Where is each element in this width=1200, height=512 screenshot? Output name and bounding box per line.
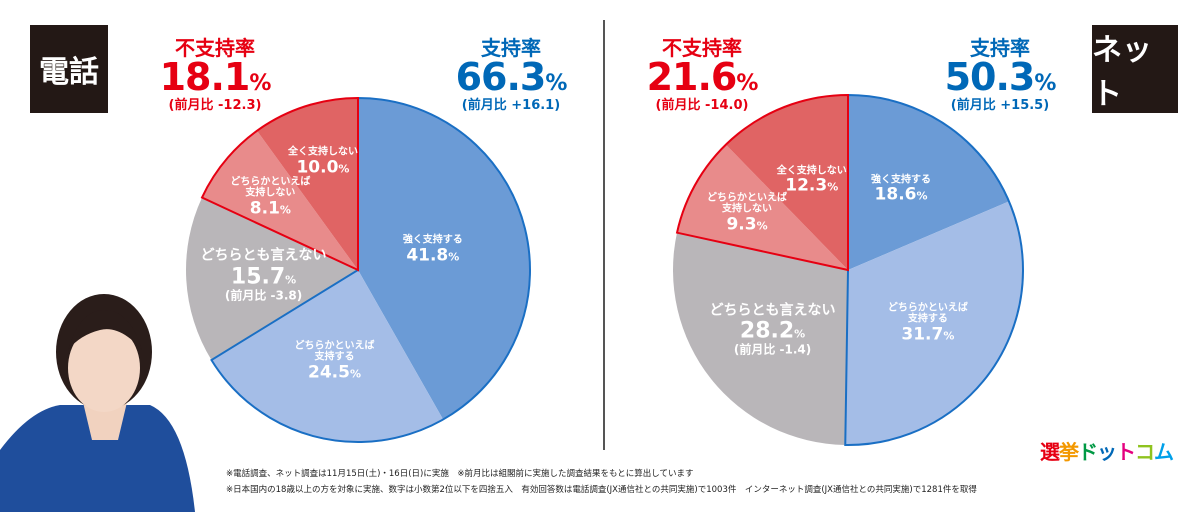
unit: % [1034, 71, 1056, 96]
nonsupport-outline [675, 93, 849, 272]
pie-slice [673, 232, 848, 445]
slice-label: どちらかといえば 支持しない 9.3% [707, 193, 787, 236]
net-nonsupport: 不支持率 21.6% (前月比 -14.0) [637, 38, 767, 112]
slice-value: 28.2% [739, 318, 806, 344]
support-outline [210, 96, 531, 443]
phone-support: 支持率 66.3% (前月比 +16.1) [446, 38, 576, 112]
phone-support-value: 66.3 [455, 55, 547, 99]
slice-name: どちらとも言えない [200, 247, 327, 264]
pie-slice [848, 95, 1009, 270]
slice-name: どちらかといえば 支持する [887, 302, 968, 325]
site-logo: 選挙ドットコム [1040, 440, 1174, 464]
slice-label: 強く支持する 18.6% [871, 174, 931, 205]
slice-label: どちらかといえば 支持する 24.5% [294, 340, 374, 383]
slice-label: どちらかといえば 支持しない 8.1% [230, 177, 310, 220]
slice-change: (前月比 -3.8) [224, 288, 303, 303]
net-support-change: (前月比 +15.5) [950, 98, 1050, 113]
slice-name: どちらかといえば 支持しない [230, 176, 311, 200]
slice-name: どちらとも言えない [709, 302, 836, 319]
slice-name: 強く支持する [871, 174, 932, 186]
slice-label: 強く支持する 41.8% [403, 235, 463, 266]
slice-value: 12.3% [785, 175, 839, 196]
pie-slice [186, 197, 358, 361]
slice-label: 全く支持しない 10.0% [288, 146, 358, 177]
slice-name: どちらかといえば 支持する [294, 340, 375, 363]
net-nonsupport-label: 不支持率 [662, 36, 742, 60]
phone-nonsupport-label: 不支持率 [175, 36, 255, 60]
unit: % [736, 71, 758, 96]
phone-support-change: (前月比 +16.1) [461, 98, 561, 113]
pie-slice [845, 201, 1023, 445]
net-support: 支持率 50.3% (前月比 +15.5) [935, 38, 1065, 112]
slice-name: どちらかといえば 支持しない [707, 192, 788, 216]
slice-label: 全く支持しない 12.3% [777, 165, 847, 196]
pie-slice [201, 130, 358, 270]
support-outline [844, 93, 1024, 446]
slice-value: 8.1% [249, 198, 291, 219]
footnotes: ※電話調査、ネット調査は11月15日(土)・16日(日)に実施 ※前月比は組閣前… [226, 466, 977, 498]
slice-label: どちらとも言えない 15.7% (前月比 -3.8) [201, 248, 327, 303]
divider [603, 20, 605, 450]
slice-value: 9.3% [726, 214, 768, 235]
slice-value: 41.8% [406, 245, 460, 266]
net-panel-label: ネット [1092, 25, 1178, 113]
phone-nonsupport-change: (前月比 -12.3) [168, 98, 262, 113]
slice-name: 全く支持しない [776, 165, 847, 177]
nonsupport-outline [200, 96, 359, 272]
slice-value: 31.7% [901, 324, 955, 345]
pie-slice [677, 144, 848, 270]
footnote: ※電話調査、ネット調査は11月15日(土)・16日(日)に実施 ※前月比は組閣前… [226, 469, 694, 479]
unit: % [545, 71, 567, 96]
slice-label: どちらとも言えない 28.2% (前月比 -1.4) [710, 302, 836, 357]
slice-name: 強く支持する [402, 234, 463, 246]
portrait-photo [0, 294, 195, 512]
net-support-value: 50.3 [944, 55, 1036, 99]
pie-slice [256, 98, 358, 270]
net-nonsupport-change: (前月比 -14.0) [655, 98, 749, 113]
net-support-label: 支持率 [970, 36, 1030, 60]
slice-value: 24.5% [307, 362, 361, 383]
phone-support-label: 支持率 [481, 36, 541, 60]
slice-change: (前月比 -1.4) [733, 342, 812, 357]
footnote: ※日本国内の18歳以上の方を対象に実施、数字は小数第2位以下を四捨五入 有効回答… [226, 485, 977, 495]
net-nonsupport-value: 21.6 [646, 55, 738, 99]
phone-panel-label: 電話 [30, 25, 108, 113]
slice-label: どちらかといえば 支持する 31.7% [888, 302, 968, 345]
unit: % [249, 71, 271, 96]
phone-nonsupport: 不支持率 18.1% (前月比 -12.3) [150, 38, 280, 112]
slice-value: 10.0% [296, 156, 350, 177]
pie-slice [725, 95, 848, 270]
slice-name: 全く支持しない [287, 146, 358, 158]
pie-slice [211, 270, 444, 442]
pie-slice [358, 98, 530, 420]
phone-nonsupport-value: 18.1 [159, 55, 251, 99]
slice-value: 15.7% [230, 263, 297, 289]
slice-value: 18.6% [874, 184, 928, 205]
